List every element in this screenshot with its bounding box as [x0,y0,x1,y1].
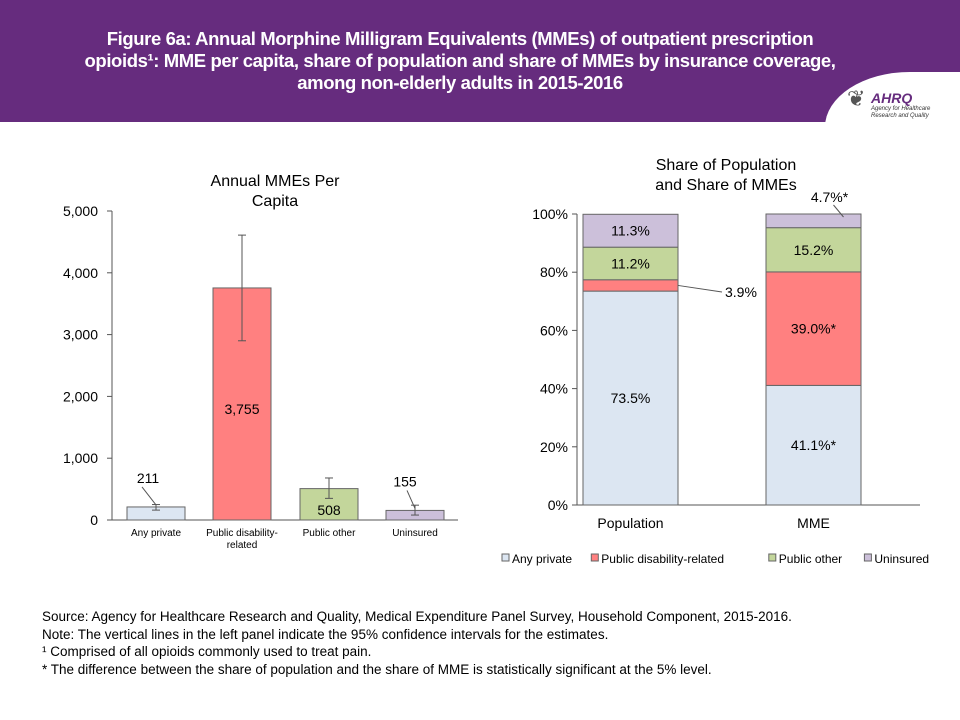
y-tick-label: 2,000 [63,388,98,404]
stacked-segment [582,246,679,281]
ahrq-logo: ❦ AHRQ Agency for Healthcare Research and … [825,72,960,182]
data-label: 211 [137,470,160,486]
legend-label: Public disability-related [601,552,724,566]
data-label: 39.0%* [791,321,837,337]
source-note: Source: Agency for Healthcare Research a… [42,609,792,624]
footnotes: Source: Agency for Healthcare Research a… [42,608,922,678]
y-tick-label: 0 [90,512,98,528]
legend-label: Uninsured [874,552,929,566]
stacked-segment [765,213,862,229]
x-tick-label: Uninsured [392,528,438,539]
data-label: 11.2% [611,255,650,271]
x-tick-label: Any private [131,528,181,539]
stacked-segment [765,271,862,386]
legend-swatch [768,553,777,562]
stacked-segment [765,384,862,506]
y-tick-label: 3,000 [63,327,98,343]
label-leader [406,490,416,509]
y-tick-label: 80% [540,264,568,280]
data-label: 3.9% [725,284,757,300]
y-tick-label: 5,000 [63,203,98,219]
data-label: 508 [317,502,341,518]
right-chart-title: Share of Population [656,157,797,174]
y-tick-label: 0% [548,497,568,513]
figure-title: Figure 6a: Annual Morphine Milligram Equ… [84,28,836,93]
y-tick-label: 40% [540,381,568,397]
y-tick-label: 20% [540,439,568,455]
data-label: 155 [393,473,417,489]
y-tick-label: 60% [540,322,568,338]
label-leader [141,486,157,506]
legend-swatch [863,553,872,562]
data-label: 15.2% [794,242,834,258]
legend-swatch [501,553,510,562]
significance-note: * The difference between the share of po… [42,661,712,677]
x-tick-label: Public disability- [206,528,278,539]
y-tick-label: 1,000 [63,450,98,466]
x-tick-label: Population [597,515,663,531]
data-label: 4.7%* [811,189,849,205]
data-label: 73.5% [611,390,651,406]
y-tick-label: 4,000 [63,265,98,281]
footnote-1: ¹ Comprised of all opioids commonly used… [42,644,372,659]
stacked-segment [582,279,679,292]
y-tick-label: 100% [532,206,568,222]
legend-label: Any private [512,552,572,566]
header-banner: Figure 6a: Annual Morphine Milligram Equ… [0,0,960,182]
data-label: 41.1%* [791,437,837,453]
x-tick-label: MME [797,515,830,531]
right-chart-title: and Share of MMEs [655,177,796,194]
charts: Annual MMEs Per Capita 0 1,000 2,000 3,000 4,0… [63,157,929,566]
legend-label: Public other [779,552,842,566]
x-tick-label: related [227,540,258,551]
hhs-eagle-icon: ❦ [847,86,866,111]
data-label: 3,755 [224,401,259,417]
left-chart-title: Capita [252,193,298,210]
ci-note: Note: The vertical lines in the left pan… [42,626,609,642]
x-tick-label: Public other [303,528,356,539]
stacked-segment [582,213,679,248]
label-leader [677,284,723,293]
left-chart-title: Annual MMEs Per [211,173,341,190]
label-leader [833,204,844,218]
legend-swatch [590,553,599,562]
stacked-segment [765,227,862,273]
data-label: 11.3% [611,223,650,239]
